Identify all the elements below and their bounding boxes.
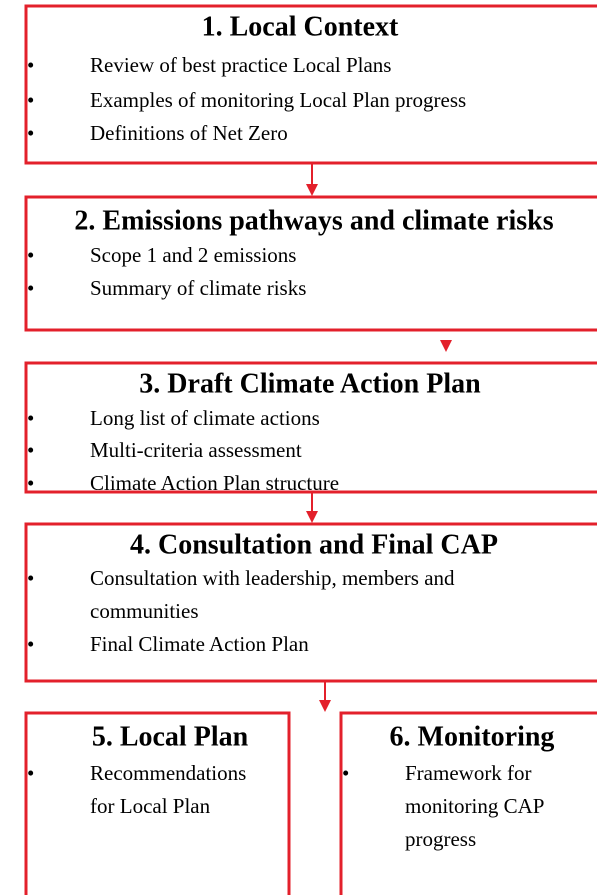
bullet-dot: • (27, 438, 34, 462)
bullet-text: Scope 1 and 2 emissions (90, 243, 296, 267)
box (24, 711, 291, 895)
box (24, 195, 597, 332)
bullet-text: Climate Action Plan structure (90, 471, 339, 495)
box-title: 4. Consultation and Final CAP (130, 529, 498, 560)
arrow-head (440, 340, 452, 352)
bullet-dot: • (27, 276, 34, 300)
bullet-text: Framework for (405, 761, 532, 785)
bullet-dot: • (27, 121, 34, 145)
bullet-text: Review of best practice Local Plans (90, 53, 391, 77)
bullet-dot: • (27, 761, 34, 785)
arrow-head (319, 700, 331, 712)
bullet-text: Summary of climate risks (90, 276, 306, 300)
bullet-text: communities (90, 599, 199, 623)
bullet-dot: • (27, 471, 34, 495)
box (24, 4, 597, 165)
bullet-text: Definitions of Net Zero (90, 121, 288, 145)
bullet-text: Examples of monitoring Local Plan progre… (90, 88, 466, 112)
bullet-dot: • (27, 566, 34, 590)
box-title: 3. Draft Climate Action Plan (139, 368, 481, 399)
bullet-text: Recommendations (90, 761, 246, 785)
box-title: 1. Local Context (202, 11, 399, 42)
bullet-text: Long list of climate actions (90, 406, 320, 430)
bullet-text: for Local Plan (90, 794, 211, 818)
bullet-dot: • (27, 88, 34, 112)
box-title: 2. Emissions pathways and climate risks (74, 205, 553, 236)
bullet-dot: • (27, 406, 34, 430)
arrow-head (306, 184, 318, 196)
bullet-text: Consultation with leadership, members an… (90, 566, 455, 590)
bullet-text: monitoring CAP (405, 794, 544, 818)
bullet-dot: • (27, 53, 34, 77)
bullet-dot: • (27, 243, 34, 267)
bullet-text: progress (405, 827, 476, 851)
bullet-text: Multi-criteria assessment (90, 438, 302, 462)
box (339, 711, 597, 895)
bullet-text: Final Climate Action Plan (90, 632, 309, 656)
box-title: 5. Local Plan (92, 721, 249, 752)
arrow-head (306, 511, 318, 523)
bullet-dot: • (342, 761, 349, 785)
box (24, 361, 597, 494)
box (24, 522, 597, 683)
bullet-dot: • (27, 632, 34, 656)
box-title: 6. Monitoring (390, 721, 555, 752)
